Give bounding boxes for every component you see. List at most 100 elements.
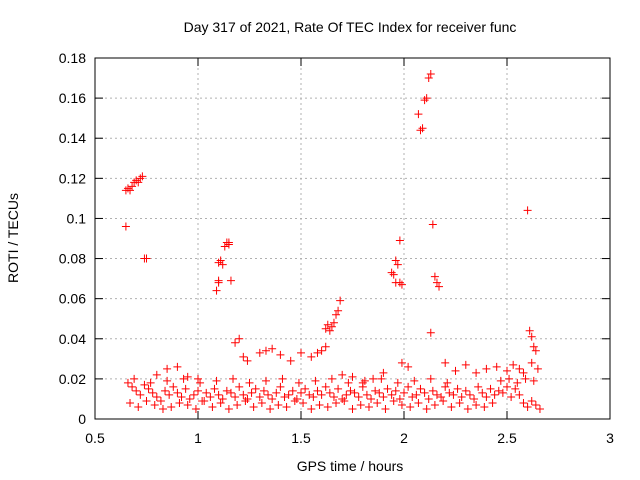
- data-point: [393, 378, 402, 387]
- data-point: [307, 404, 316, 413]
- data-point: [183, 372, 192, 381]
- data-point: [494, 386, 503, 395]
- data-point: [185, 394, 194, 403]
- data-point: [507, 392, 516, 401]
- data-point: [216, 398, 225, 407]
- x-tick-label: 0.5: [85, 430, 105, 446]
- data-point: [348, 372, 357, 381]
- data-point: [428, 220, 437, 229]
- data-point: [358, 382, 367, 391]
- data-point: [354, 392, 363, 401]
- data-point: [239, 352, 248, 361]
- data-point: [513, 378, 522, 387]
- y-tick-label: 0.18: [59, 50, 86, 66]
- data-point: [414, 398, 423, 407]
- data-point: [313, 348, 322, 357]
- data-point: [278, 374, 287, 383]
- data-point: [334, 306, 343, 315]
- data-point: [305, 390, 314, 399]
- data-point: [202, 388, 211, 397]
- data-point: [169, 382, 178, 391]
- axis-ticks: [94, 57, 611, 420]
- data-point: [416, 126, 425, 135]
- data-point: [336, 296, 345, 305]
- data-point: [163, 376, 172, 385]
- data-point: [266, 404, 275, 413]
- data-point: [344, 378, 353, 387]
- data-point: [529, 376, 538, 385]
- y-tick-label: 0.14: [59, 130, 86, 146]
- data-point: [123, 378, 132, 387]
- data-point: [449, 390, 458, 399]
- data-point: [348, 404, 357, 413]
- data-point: [391, 386, 400, 395]
- y-tick-label: 0.16: [59, 90, 86, 106]
- data-point: [284, 390, 293, 399]
- data-point: [400, 388, 408, 397]
- data-point: [142, 254, 151, 263]
- data-point: [414, 110, 423, 119]
- data-point: [325, 388, 334, 397]
- data-point: [404, 362, 413, 371]
- data-point: [360, 376, 369, 385]
- data-point: [531, 400, 540, 409]
- data-point: [377, 374, 386, 383]
- data-point: [317, 390, 326, 399]
- data-point: [486, 384, 495, 393]
- data-point: [297, 348, 305, 357]
- data-point: [430, 400, 439, 409]
- data-point: [443, 378, 452, 387]
- data-point: [395, 394, 404, 403]
- data-point: [196, 378, 205, 387]
- data-point: [480, 402, 489, 411]
- data-point: [535, 404, 544, 413]
- data-point: [455, 398, 464, 407]
- data-point: [261, 346, 270, 355]
- data-point: [132, 386, 141, 395]
- data-point: [439, 396, 448, 405]
- data-point: [309, 392, 318, 401]
- data-point: [391, 256, 400, 265]
- y-tick-label: 0.1: [67, 210, 87, 226]
- data-point: [181, 384, 190, 393]
- data-point: [140, 380, 149, 389]
- data-point: [338, 370, 347, 379]
- data-point: [280, 392, 289, 401]
- data-point: [150, 400, 159, 409]
- data-point: [432, 278, 441, 287]
- data-point: [465, 390, 474, 399]
- data-point: [218, 260, 227, 269]
- data-point: [128, 382, 137, 391]
- data-point: [167, 402, 176, 411]
- data-point: [317, 346, 326, 355]
- data-point: [364, 402, 373, 411]
- data-point: [218, 394, 227, 403]
- data-point: [121, 186, 130, 195]
- data-point: [134, 402, 143, 411]
- data-point: [130, 374, 139, 383]
- data-point: [282, 402, 291, 411]
- data-point: [239, 390, 248, 399]
- data-point: [395, 236, 404, 245]
- data-point: [424, 394, 433, 403]
- data-point: [136, 174, 145, 183]
- data-point: [224, 404, 233, 413]
- data-point: [297, 388, 305, 397]
- data-point: [247, 388, 256, 397]
- data-point: [220, 242, 229, 251]
- data-point: [231, 338, 240, 347]
- data-point: [183, 400, 192, 409]
- data-point: [173, 362, 182, 371]
- data-point: [292, 394, 301, 403]
- data-point: [229, 374, 238, 383]
- data-point: [426, 374, 435, 383]
- data-point: [136, 390, 145, 399]
- data-point: [523, 402, 532, 411]
- data-point: [420, 388, 429, 397]
- data-point: [321, 324, 330, 333]
- y-tick-label: 0: [78, 411, 86, 427]
- data-point: [379, 392, 388, 401]
- data-point: [432, 390, 441, 399]
- data-point: [257, 398, 266, 407]
